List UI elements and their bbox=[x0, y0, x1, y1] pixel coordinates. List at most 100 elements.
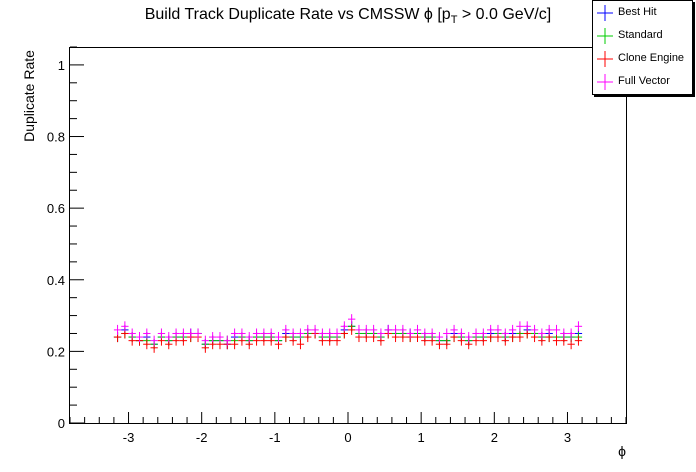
data-point bbox=[443, 328, 451, 339]
y-tick-label: 0.6 bbox=[47, 201, 65, 216]
data-point bbox=[296, 328, 305, 339]
legend-entry-clone-engine: Clone Engine bbox=[593, 48, 692, 70]
legend-entry-best-hit: Best Hit bbox=[593, 2, 692, 24]
data-point bbox=[362, 324, 370, 335]
data-point bbox=[545, 324, 553, 335]
legend-label-standard: Standard bbox=[618, 29, 663, 41]
data-point bbox=[172, 328, 180, 339]
data-point bbox=[377, 328, 385, 339]
y-tick-label: 0 bbox=[58, 416, 65, 431]
data-point bbox=[501, 328, 509, 339]
data-point bbox=[523, 321, 531, 332]
y-tick-label: 0.2 bbox=[47, 344, 65, 359]
data-point bbox=[296, 339, 305, 350]
legend-marker-full-vector bbox=[597, 74, 613, 90]
x-tick-label: -2 bbox=[196, 430, 208, 445]
y-axis-label: Duplicate Rate bbox=[21, 50, 37, 142]
y-tick-label: 0.8 bbox=[47, 130, 65, 145]
chart-title-suffix: > 0.0 GeV/c] bbox=[457, 6, 552, 23]
legend-label-best-hit: Best Hit bbox=[618, 6, 657, 18]
data-point bbox=[311, 324, 319, 335]
x-tick-label: -3 bbox=[123, 430, 135, 445]
data-point bbox=[552, 324, 561, 335]
data-point bbox=[209, 332, 217, 343]
data-point bbox=[230, 328, 239, 339]
data-point bbox=[267, 328, 275, 339]
data-point bbox=[304, 324, 312, 335]
data-point bbox=[143, 339, 151, 350]
x-tick-label: -1 bbox=[269, 430, 281, 445]
data-point bbox=[450, 324, 458, 335]
data-point bbox=[574, 321, 583, 332]
data-point bbox=[494, 324, 502, 335]
data-marks-group bbox=[113, 314, 583, 353]
data-point bbox=[318, 328, 327, 339]
y-tick-label: 0.4 bbox=[47, 273, 65, 288]
x-tick-label: 2 bbox=[491, 430, 498, 445]
data-point bbox=[457, 328, 466, 339]
data-point bbox=[479, 328, 487, 339]
legend-entry-standard: Standard bbox=[593, 25, 692, 47]
data-point bbox=[399, 324, 407, 335]
data-point bbox=[413, 324, 422, 335]
data-point bbox=[143, 328, 151, 339]
data-point bbox=[333, 328, 341, 339]
data-point bbox=[113, 324, 122, 335]
x-axis-label: ϕ bbox=[618, 443, 626, 459]
data-point bbox=[443, 339, 451, 350]
legend-marker-standard bbox=[597, 28, 613, 44]
data-point bbox=[435, 332, 444, 343]
y-tick-label: 1 bbox=[58, 58, 65, 73]
chart-title: Build Track Duplicate Rate vs CMSSW ϕ [p… bbox=[0, 6, 696, 26]
data-point bbox=[421, 328, 429, 339]
data-point bbox=[340, 321, 348, 332]
data-point bbox=[260, 328, 268, 339]
legend: Best Hit Standard Clone Engine Full Vect… bbox=[592, 0, 693, 95]
data-point bbox=[516, 321, 524, 332]
data-point bbox=[252, 328, 261, 339]
data-point bbox=[516, 332, 524, 343]
legend-entry-full-vector: Full Vector bbox=[593, 71, 692, 93]
chart-title-subscript: T bbox=[450, 14, 458, 27]
axes-group: -3 -2 -1 0 1 2 3 0 0.2 0.4 0.6 0.8 1 bbox=[47, 46, 627, 445]
data-point bbox=[135, 332, 144, 343]
data-point bbox=[289, 328, 297, 339]
data-point bbox=[282, 324, 290, 335]
data-point bbox=[230, 339, 239, 350]
data-point bbox=[355, 324, 363, 335]
data-point bbox=[157, 328, 166, 339]
data-point bbox=[121, 321, 129, 332]
data-point bbox=[384, 324, 392, 335]
data-point bbox=[487, 324, 495, 335]
data-point bbox=[326, 328, 334, 339]
data-point bbox=[150, 335, 158, 346]
data-point bbox=[530, 324, 539, 335]
data-point bbox=[574, 335, 583, 346]
data-point bbox=[165, 332, 173, 343]
data-point bbox=[552, 335, 561, 346]
plot-frame bbox=[69, 47, 627, 424]
data-point bbox=[538, 328, 546, 339]
x-tick-label: 0 bbox=[344, 430, 351, 445]
data-point bbox=[369, 324, 378, 335]
legend-label-full-vector: Full Vector bbox=[618, 75, 670, 87]
data-point bbox=[348, 314, 356, 325]
legend-marker-best-hit bbox=[597, 5, 613, 21]
data-point bbox=[216, 332, 224, 343]
data-point bbox=[567, 328, 575, 339]
data-point bbox=[428, 328, 436, 339]
data-point bbox=[201, 335, 209, 346]
x-tick-label: 1 bbox=[418, 430, 425, 445]
data-point bbox=[472, 328, 480, 339]
legend-label-clone-engine: Clone Engine bbox=[618, 52, 685, 64]
x-tick-label: 3 bbox=[564, 430, 571, 445]
data-point bbox=[560, 328, 568, 339]
data-point bbox=[348, 324, 356, 335]
data-point bbox=[245, 332, 253, 343]
data-point bbox=[187, 328, 195, 339]
data-point bbox=[508, 324, 517, 335]
data-point bbox=[194, 328, 202, 339]
data-point bbox=[465, 332, 473, 343]
legend-marker-clone-engine bbox=[597, 51, 613, 67]
